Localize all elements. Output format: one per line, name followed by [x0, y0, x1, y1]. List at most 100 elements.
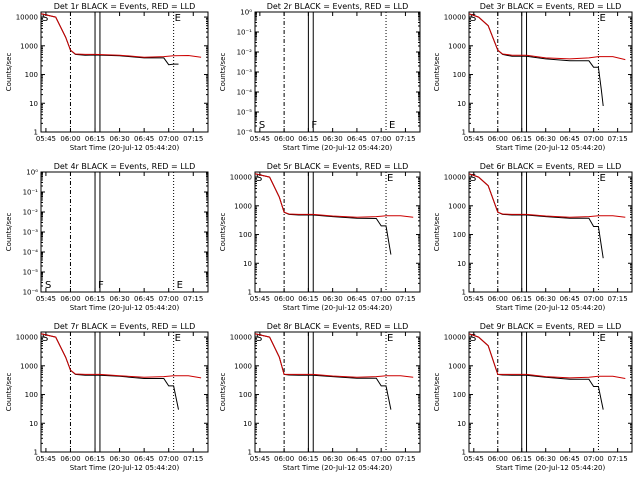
marker-label-e: E: [387, 173, 393, 184]
x-tick-label: 07:15: [608, 135, 628, 143]
marker-label-e: E: [599, 173, 605, 184]
panel-title: Det 9r BLACK = Events, RED = LLD: [480, 322, 622, 331]
panel-det-2: Det 2r BLACK = Events, RED = LLD Counts/s…: [219, 2, 421, 152]
x-tick-label: 07:00: [159, 135, 179, 143]
x-tick-label: 07:00: [584, 135, 604, 143]
x-tick-label: 06:30: [536, 455, 556, 463]
x-tick-label: 06:00: [274, 135, 294, 143]
y-tick-label: 10: [29, 100, 38, 108]
y-tick-label: 10⁻⁶: [23, 289, 39, 297]
marker-label-s: S: [256, 173, 262, 184]
x-tick-label: 05:45: [36, 135, 56, 143]
x-tick-label: 07:00: [371, 135, 391, 143]
events-series-line: [468, 173, 604, 259]
x-axis-label: Start Time (20-Jul-12 05:44:20): [496, 144, 606, 152]
y-tick-label: 100: [453, 71, 466, 79]
y-tick-label: 1: [34, 129, 38, 137]
y-tick-label: 10⁻³: [23, 229, 39, 237]
y-axis-label: Counts/sec: [219, 213, 227, 252]
plot-frame: [468, 171, 633, 293]
marker-label-s: S: [45, 280, 51, 291]
y-tick-label: 100: [25, 71, 38, 79]
plot-frame: [40, 11, 209, 133]
x-tick-label: 06:30: [323, 295, 343, 303]
x-tick-label: 06:15: [512, 455, 532, 463]
x-tick-label: 05:45: [464, 455, 484, 463]
x-tick-label: 05:45: [250, 135, 270, 143]
plot-frame: [254, 331, 421, 453]
x-tick-label: 06:15: [512, 295, 532, 303]
marker-label-e: E: [175, 333, 181, 344]
marker-label-e: E: [599, 333, 605, 344]
y-tick-label: 1000: [448, 362, 466, 370]
x-tick-label: 05:45: [464, 295, 484, 303]
x-axis-label: Start Time (20-Jul-12 05:44:20): [496, 304, 606, 312]
lld-series-line: [254, 333, 414, 378]
marker-label-e: E: [177, 280, 183, 291]
y-tick-label: 1000: [234, 362, 252, 370]
panel-det-6: Det 6r BLACK = Events, RED = LLD Counts/s…: [433, 162, 633, 312]
panel-title: Det 2r BLACK = Events, RED = LLD: [267, 2, 409, 11]
x-tick-label: 07:00: [584, 295, 604, 303]
x-tick-label: 06:00: [488, 295, 508, 303]
x-tick-label: 06:45: [134, 455, 154, 463]
y-tick-label: 1000: [20, 42, 38, 50]
panel-det-8: Det 8r BLACK = Events, RED = LLD Counts/s…: [219, 322, 421, 472]
plot-frame: [468, 331, 633, 453]
x-tick-label: 06:30: [323, 455, 343, 463]
y-tick-label: 10: [243, 420, 252, 428]
y-tick-label: 1000: [448, 42, 466, 50]
x-tick-label: 06:15: [298, 135, 318, 143]
panel-det-3: Det 3r BLACK = Events, RED = LLD Counts/s…: [433, 2, 633, 152]
y-tick-label: 10⁻⁵: [237, 109, 253, 117]
y-tick-label: 10000: [16, 14, 38, 22]
panel-det-5: Det 5r BLACK = Events, RED = LLD Counts/s…: [219, 162, 421, 312]
events-series-line: [254, 333, 392, 410]
y-tick-label: 10: [457, 100, 466, 108]
x-tick-label: 05:45: [36, 455, 56, 463]
x-tick-label: 06:00: [488, 135, 508, 143]
x-tick-label: 07:15: [395, 455, 415, 463]
y-tick-label: 100: [239, 391, 252, 399]
x-tick-label: 07:15: [608, 455, 628, 463]
y-tick-label: 10⁻⁵: [23, 269, 39, 277]
x-tick-label: 07:15: [395, 295, 415, 303]
panel-title: Det 5r BLACK = Events, RED = LLD: [267, 162, 409, 171]
y-axis-label: Counts/sec: [5, 373, 13, 412]
panel-title: Det 4r BLACK = Events, RED = LLD: [54, 162, 196, 171]
x-tick-label: 06:00: [274, 455, 294, 463]
y-tick-label: 10000: [16, 334, 38, 342]
x-tick-label: 06:15: [298, 455, 318, 463]
x-tick-label: 06:15: [85, 295, 105, 303]
y-tick-label: 1: [462, 129, 466, 137]
x-tick-label: 06:30: [109, 295, 129, 303]
marker-label-s: S: [470, 333, 476, 344]
plot-frame: [468, 11, 633, 133]
x-tick-label: 06:00: [274, 295, 294, 303]
x-tick-label: 06:45: [134, 295, 154, 303]
events-series-line: [468, 333, 604, 410]
x-tick-label: 06:30: [536, 295, 556, 303]
marker-label-s: S: [42, 333, 48, 344]
marker-label-s: S: [259, 120, 265, 131]
x-tick-label: 06:45: [347, 295, 367, 303]
x-tick-label: 05:45: [250, 455, 270, 463]
marker-label-s: S: [470, 13, 476, 24]
y-tick-label: 10⁻⁴: [23, 249, 39, 257]
marker-label-s: S: [470, 173, 476, 184]
lld-series-line: [254, 173, 414, 218]
plot-frame: [40, 331, 209, 453]
panel-title: Det 8r BLACK = Events, RED = LLD: [267, 322, 409, 331]
x-axis-label: Start Time (20-Jul-12 05:44:20): [70, 304, 180, 312]
marker-label-s: S: [256, 333, 262, 344]
x-tick-label: 07:00: [371, 455, 391, 463]
panel-det-4: Det 4r BLACK = Events, RED = LLD Counts/s…: [5, 162, 209, 312]
y-axis-label: Counts/sec: [433, 373, 441, 412]
y-tick-label: 10000: [230, 334, 252, 342]
x-tick-label: 05:45: [250, 295, 270, 303]
y-tick-label: 10⁻⁴: [237, 89, 253, 97]
x-tick-label: 06:30: [109, 135, 129, 143]
x-axis-label: Start Time (20-Jul-12 05:44:20): [283, 304, 393, 312]
y-tick-label: 10⁰: [240, 9, 252, 17]
x-tick-label: 06:45: [560, 135, 580, 143]
